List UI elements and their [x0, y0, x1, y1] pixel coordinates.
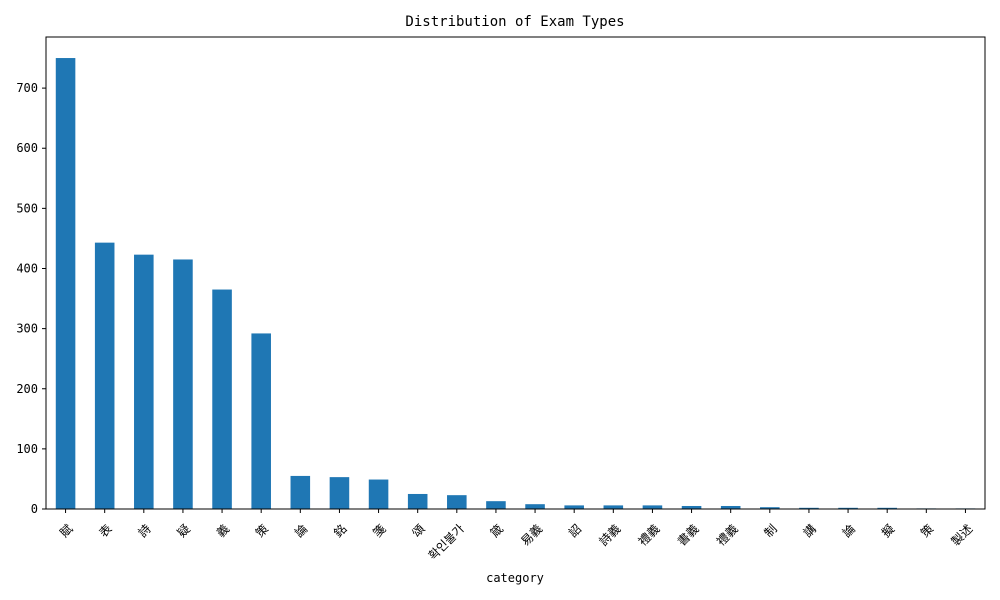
- x-tick-label: 表: [96, 522, 114, 540]
- y-tick-label: 0: [31, 502, 38, 516]
- bar: [642, 505, 663, 509]
- bar: [94, 242, 115, 509]
- y-tick-label: 600: [16, 141, 38, 155]
- bar: [55, 58, 76, 509]
- x-tick-label: 論: [839, 521, 858, 540]
- x-tick-label: 확인불가: [426, 522, 467, 563]
- bar: [564, 505, 584, 509]
- y-axis: 0 100 200 300 400 500 600 700: [16, 81, 46, 516]
- x-tick-label: 易義: [518, 521, 546, 549]
- bar: [603, 505, 624, 509]
- plot-frame: [45, 36, 986, 510]
- bar: [799, 507, 819, 509]
- x-tick-label: 制: [762, 522, 780, 540]
- bar: [329, 477, 350, 509]
- bar: [251, 333, 271, 509]
- x-tick-label: 頌: [409, 522, 427, 540]
- x-tick-label: 擬: [878, 521, 897, 540]
- x-tick-label: 講: [800, 521, 819, 540]
- x-tick-label: 銘: [330, 521, 349, 540]
- bar: [681, 505, 702, 509]
- chart-title: Distribution of Exam Types: [405, 14, 624, 30]
- x-tick-label: 禮義: [635, 521, 663, 549]
- y-tick-label: 200: [16, 382, 38, 396]
- x-tick-label: 禮義: [713, 521, 741, 549]
- bar: [368, 479, 389, 509]
- bar: [838, 507, 858, 509]
- bar: [290, 475, 311, 509]
- y-tick-label: 100: [16, 442, 38, 456]
- bars-layer: [55, 58, 976, 509]
- y-tick-label: 400: [16, 261, 38, 275]
- x-tick-label: 賦: [57, 522, 75, 540]
- y-tick-label: 700: [16, 81, 38, 95]
- x-tick-label: 策: [253, 522, 271, 540]
- bar: [760, 507, 780, 509]
- y-tick-label: 300: [16, 322, 38, 336]
- x-tick-label: 製述: [949, 522, 976, 549]
- x-axis: 賦表詩疑義策論銘箋頌확인불가 箴易義詔詩義 禮義 書義 禮義制講論擬策製述: [57, 509, 976, 563]
- x-tick-label: 箴: [488, 522, 506, 540]
- x-tick-label: 義: [213, 521, 232, 540]
- x-tick-label: 詩義: [596, 521, 624, 549]
- x-tick-label: 詩: [136, 522, 154, 540]
- x-tick-label: 書義: [674, 521, 702, 549]
- x-axis-label: category: [486, 571, 544, 585]
- bar: [407, 493, 428, 509]
- bar: [877, 507, 897, 509]
- x-tick-label: 策: [918, 522, 936, 540]
- bar: [447, 495, 467, 509]
- x-tick-label: 詔: [565, 521, 584, 540]
- x-tick-label: 箋: [370, 521, 389, 540]
- bar: [486, 501, 506, 509]
- x-tick-label: 論: [291, 521, 310, 540]
- x-tick-label: 疑: [174, 521, 193, 540]
- bar: [134, 254, 154, 509]
- y-tick-label: 500: [16, 201, 38, 215]
- bar: [173, 259, 193, 509]
- bar: [720, 505, 741, 509]
- bar: [212, 289, 232, 509]
- bar: [525, 504, 545, 509]
